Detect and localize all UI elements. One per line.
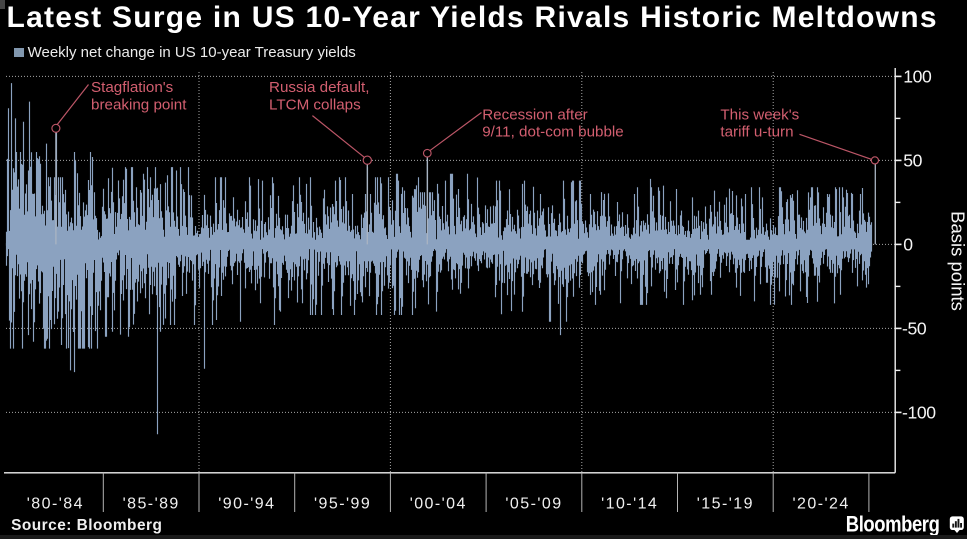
- svg-text:'90-'94: '90-'94: [218, 496, 275, 513]
- svg-text:0: 0: [903, 235, 913, 255]
- svg-text:breaking point: breaking point: [91, 96, 187, 113]
- svg-text:'85-'89: '85-'89: [123, 496, 180, 513]
- svg-text:Stagflation's: Stagflation's: [91, 79, 174, 96]
- svg-text:LTCM collaps: LTCM collaps: [269, 96, 361, 113]
- svg-text:'00-'04: '00-'04: [410, 496, 467, 513]
- svg-text:Recession after: Recession after: [482, 106, 588, 123]
- svg-text:'20-'24: '20-'24: [793, 496, 850, 513]
- svg-text:'95-'99: '95-'99: [314, 496, 371, 513]
- svg-text:100: 100: [903, 67, 932, 87]
- svg-text:'10-'14: '10-'14: [601, 496, 658, 513]
- svg-text:This week's: This week's: [720, 106, 799, 123]
- svg-text:-50: -50: [902, 319, 927, 339]
- svg-text:Bloomberg: Bloomberg: [846, 512, 940, 537]
- svg-text:-100: -100: [902, 403, 936, 423]
- svg-text:'80-'84: '80-'84: [27, 496, 84, 513]
- svg-text:9/11, dot-com bubble: 9/11, dot-com bubble: [482, 124, 624, 141]
- svg-text:Russia default,: Russia default,: [269, 79, 369, 96]
- svg-text:tariff u-turn: tariff u-turn: [720, 124, 793, 141]
- svg-text:'05-'09: '05-'09: [505, 496, 562, 513]
- svg-text:50: 50: [903, 151, 922, 171]
- svg-text:'15-'19: '15-'19: [697, 496, 754, 513]
- svg-text:Basis points: Basis points: [947, 211, 967, 311]
